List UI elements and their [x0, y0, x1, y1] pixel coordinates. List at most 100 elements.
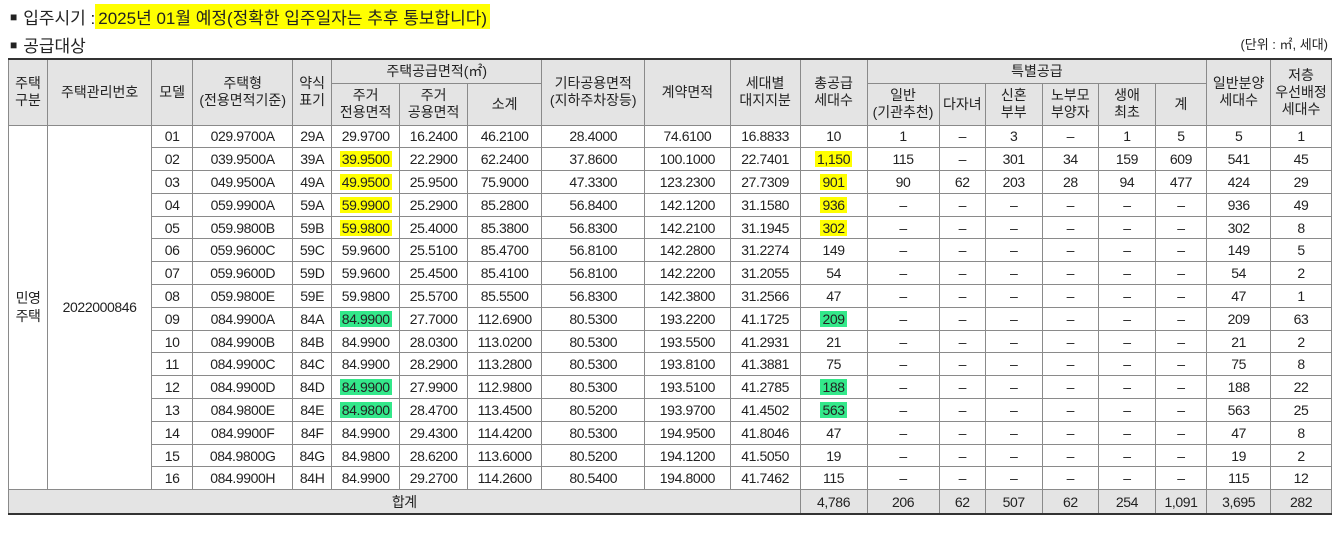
table-cell: 41.3881 [729, 352, 801, 377]
cell-value: 85.3800 [480, 219, 529, 236]
table-cell: 541 [1206, 147, 1272, 172]
cell-value: 39.9500 [339, 151, 392, 168]
table-cell: 09 [151, 306, 194, 331]
cell-value: – [1010, 447, 1018, 464]
table-cell: 34 [1041, 147, 1100, 172]
table-cell: 8 [1270, 215, 1332, 240]
cell-value: 49.9500 [339, 173, 392, 190]
cell-value: – [1177, 379, 1185, 396]
cell-value: – [1066, 128, 1075, 145]
cell-value: 209 [820, 310, 847, 327]
table-cell: 28.0300 [399, 329, 469, 354]
cell-value: – [1177, 242, 1185, 259]
table-cell: – [866, 192, 940, 217]
cell-value: 41.1725 [741, 310, 790, 327]
table-cell: 47.3300 [541, 170, 646, 194]
cell-value: 084.9900A [210, 310, 276, 327]
cell-value: 84.9800 [339, 401, 392, 418]
table-cell: – [1041, 466, 1100, 491]
cell-value: 31.2274 [741, 242, 790, 259]
table-cell: 49.9500 [331, 170, 401, 194]
cell-value: 80.5300 [569, 424, 618, 441]
col-abbr: 약식 표기 [292, 58, 333, 126]
supply-table: 주택 구분 주택관리번호 모델 주택형 (전용면적기준) 약식 표기 주택공급면… [7, 58, 1332, 515]
table-cell: 41.7462 [729, 466, 801, 491]
table-cell: 2 [1270, 261, 1332, 286]
table-cell: 084.9800E [192, 398, 294, 422]
total-cell: 1,091 [1154, 489, 1208, 515]
table-cell: 10 [151, 329, 194, 354]
table-cell: – [1098, 284, 1156, 308]
cell-value: 85.4700 [480, 242, 529, 259]
table-cell: – [866, 352, 940, 377]
table-cell: 5 [1154, 124, 1208, 149]
table-cell: 06 [151, 238, 194, 263]
cell-value: 112.6900 [477, 310, 533, 327]
cell-value: 28.4000 [569, 128, 618, 145]
cell-value: 41.3881 [741, 356, 790, 373]
cell-value: 56.8100 [569, 265, 618, 282]
table-cell: 41.8046 [729, 420, 801, 445]
cell-value: 10 [826, 128, 841, 145]
table-cell: 49A [292, 170, 333, 194]
cell-value: – [958, 356, 967, 373]
cell-value: 59E [300, 287, 325, 304]
table-cell: 19 [799, 443, 868, 468]
table-cell: 936 [799, 192, 868, 217]
move-in-value: 2025년 01월 예정(정확한 입주일자는 추후 통보합니다) [95, 4, 491, 29]
cell-value: – [899, 447, 907, 464]
table-cell: 84.9800 [331, 398, 401, 422]
cell-value: – [1177, 424, 1185, 441]
cell-value: – [1123, 447, 1131, 464]
col-general-sale: 일반분양 세대수 [1206, 58, 1272, 126]
col-exclusive: 주거 전용면적 [331, 82, 401, 126]
table-cell: 1 [1270, 284, 1332, 308]
cell-value: – [1123, 219, 1131, 236]
table-cell: 05 [151, 215, 194, 240]
table-cell: 56.8100 [541, 238, 646, 263]
cell-value: 25.2900 [409, 196, 458, 213]
table-cell: – [1041, 420, 1100, 445]
table-cell: 8 [1270, 352, 1332, 377]
cell-value: 62 [954, 173, 970, 190]
table-cell: 193.5500 [644, 329, 731, 354]
table-cell: 193.8100 [644, 352, 731, 377]
cell-value: – [1010, 196, 1018, 213]
cell-value: 16.8833 [741, 128, 790, 145]
cell-value: 28 [1062, 173, 1078, 190]
cell-value: 84G [299, 447, 326, 464]
table-cell: 084.9900F [192, 420, 294, 445]
cell-value: 09 [164, 310, 180, 327]
table-cell: – [1041, 124, 1100, 149]
cell-value: 75 [1231, 356, 1247, 373]
cell-value: – [1066, 242, 1075, 259]
cell-value: 25 [1293, 401, 1309, 418]
cell-value: 29A [300, 128, 325, 145]
cell-value: 84D [299, 379, 325, 396]
table-cell: 193.2200 [644, 306, 731, 331]
table-cell: 113.6000 [467, 443, 543, 468]
cell-value: 85.4100 [480, 265, 529, 282]
table-cell: 80.5200 [541, 398, 646, 422]
cell-value: 084.9900C [210, 356, 276, 373]
cell-value: 059.9800E [210, 287, 276, 304]
cell-value: 56.8300 [569, 219, 618, 236]
cell-value: – [899, 424, 907, 441]
table-cell: 2 [1270, 443, 1332, 468]
housing-type-cell: 민영 주택 [7, 124, 49, 491]
table-cell: 113.0200 [467, 329, 543, 354]
cell-value: 41.2931 [741, 333, 790, 350]
cell-value: – [899, 310, 907, 327]
table-cell: 25.4500 [399, 261, 469, 286]
cell-value: 56.8300 [569, 287, 618, 304]
table-cell: 123.2300 [644, 170, 731, 194]
cell-value: – [899, 242, 907, 259]
total-cell: 282 [1270, 489, 1332, 515]
cell-value: 59C [299, 242, 325, 259]
table-cell: 12 [1270, 466, 1332, 491]
table-cell: 56.8300 [541, 215, 646, 240]
cell-value: 203 [1002, 173, 1026, 190]
cell-value: – [1177, 287, 1185, 304]
cell-value: 142.2200 [659, 265, 716, 282]
cell-value: 84A [300, 310, 325, 327]
